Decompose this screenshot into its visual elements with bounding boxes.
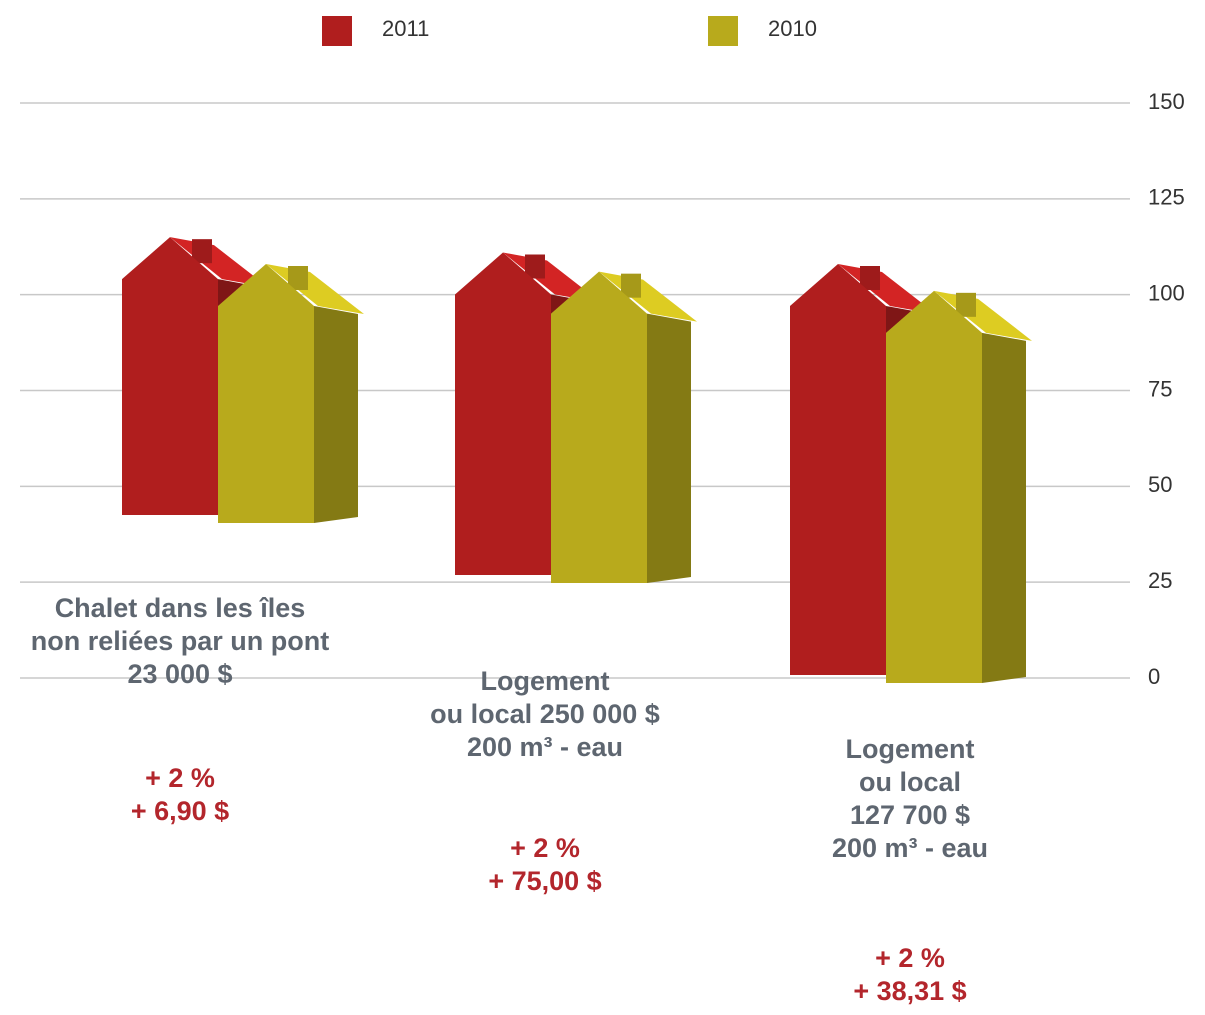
y-tick-label: 150 [1148,89,1185,114]
y-tick-label: 25 [1148,568,1172,593]
house-chimney [288,266,308,290]
y-tick-label: 0 [1148,664,1160,689]
y-tick-label: 75 [1148,376,1172,401]
house-front [551,271,647,583]
annotation: + 2 % + 75,00 $ [488,833,602,896]
house-front [790,264,886,675]
house-side [314,306,358,523]
category-label: Logement ou local 250 000 $ 200 m³ - eau [430,666,660,762]
legend-label: 2010 [768,16,817,41]
annotation: + 2 % + 6,90 $ [130,763,230,826]
legend-swatch [708,16,738,46]
house-front [218,264,314,523]
house-chimney [621,273,641,298]
legend-swatch [322,16,352,46]
category-label: Logement ou local 127 700 $ 200 m³ - eau [831,734,989,863]
y-tick-label: 100 [1148,280,1185,305]
house-side [982,332,1026,683]
house-chimney [956,292,976,317]
house-chimney [192,239,212,264]
y-tick-label: 125 [1148,185,1185,210]
legend-label: 2011 [382,16,429,41]
house-bar [218,264,364,523]
house-side [647,313,691,583]
y-tick-label: 50 [1148,472,1172,497]
house-front [455,252,551,575]
house-bar [886,290,1032,683]
house-chimney [860,266,880,290]
house-chimney [525,254,545,279]
house-bar [551,271,697,583]
category-label: Chalet dans les îles non reliées par un … [30,593,330,689]
annotation: + 2 % + 38,31 $ [853,943,967,1006]
house-front [886,290,982,683]
house-front [122,237,218,515]
